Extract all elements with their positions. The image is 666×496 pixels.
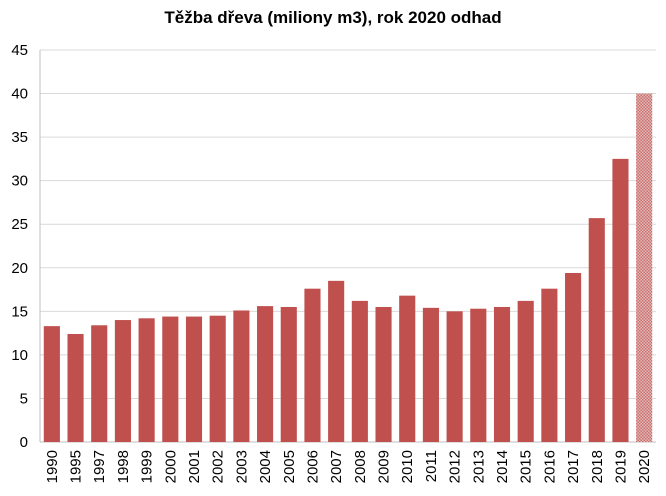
y-tick-label: 40 <box>11 86 28 103</box>
x-tick-label: 1998 <box>115 450 132 483</box>
bar-2020 <box>636 93 653 443</box>
bar-2008 <box>351 300 368 442</box>
x-tick-label: 1995 <box>68 450 85 483</box>
x-tick-label: 1999 <box>139 450 156 483</box>
bar-1999 <box>138 318 155 442</box>
bar-2001 <box>185 316 203 442</box>
y-tick-label: 10 <box>11 347 28 364</box>
x-tick-label: 1990 <box>44 450 61 483</box>
x-tick-label: 2008 <box>352 450 369 483</box>
y-tick-label: 15 <box>11 303 28 320</box>
bar-1995 <box>67 333 84 442</box>
bar-2016 <box>541 288 558 442</box>
bar-2011 <box>422 307 439 442</box>
x-tick-label: 2006 <box>304 450 321 483</box>
bar-2009 <box>375 306 392 442</box>
bar-2019 <box>612 158 629 442</box>
x-tick-label: 1997 <box>91 450 108 483</box>
y-tick-label: 5 <box>20 390 28 407</box>
x-tick-label: 2012 <box>447 450 464 483</box>
x-tick-label: 2003 <box>233 450 250 483</box>
x-tick-label: 2013 <box>470 450 487 483</box>
x-tick-label: 2002 <box>210 450 227 483</box>
x-tick-label: 2016 <box>541 450 558 483</box>
bar-2006 <box>304 288 321 442</box>
x-tick-label: 2001 <box>186 450 203 483</box>
x-tick-label: 2005 <box>281 450 298 483</box>
x-tick-label: 2019 <box>612 450 629 483</box>
x-tick-label: 2017 <box>565 450 582 483</box>
bar-2007 <box>328 280 345 442</box>
bar-2018 <box>588 218 605 442</box>
bar-2004 <box>257 306 274 442</box>
x-tick-label: 2014 <box>494 450 511 483</box>
bar-2000 <box>162 316 179 442</box>
bar-1998 <box>114 320 131 442</box>
chart-title: Těžba dřeva (miliony m3), rok 2020 odhad <box>164 8 502 27</box>
bar-1997 <box>91 325 108 442</box>
x-tick-label: 2011 <box>423 450 440 482</box>
bar-1990 <box>43 326 60 442</box>
bar-2015 <box>517 300 534 442</box>
bar-2014 <box>493 306 511 442</box>
y-tick-label: 25 <box>11 216 28 233</box>
x-tick-label: 2004 <box>257 450 274 483</box>
bar-2013 <box>470 308 487 442</box>
bar-2010 <box>399 295 416 442</box>
bar-2017 <box>565 273 582 442</box>
y-tick-label: 20 <box>11 260 28 277</box>
y-tick-label: 35 <box>11 129 28 146</box>
x-tick-label: 2015 <box>518 450 535 483</box>
y-tick-label: 45 <box>11 42 28 59</box>
x-tick-label: 2000 <box>162 450 179 483</box>
x-tick-label: 2009 <box>376 450 393 483</box>
bar-2003 <box>233 310 250 442</box>
x-tick-label: 2010 <box>399 450 416 483</box>
y-tick-label: 0 <box>20 434 28 451</box>
bar-2002 <box>209 315 226 442</box>
bar-2012 <box>446 311 463 442</box>
bar-2005 <box>280 306 297 442</box>
x-tick-label: 2020 <box>636 450 653 483</box>
x-tick-label: 2018 <box>589 450 606 483</box>
x-tick-label: 2007 <box>328 450 345 483</box>
y-tick-label: 30 <box>11 173 28 190</box>
